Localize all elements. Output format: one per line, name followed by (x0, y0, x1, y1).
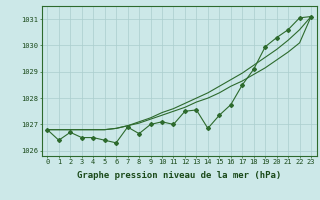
X-axis label: Graphe pression niveau de la mer (hPa): Graphe pression niveau de la mer (hPa) (77, 171, 281, 180)
